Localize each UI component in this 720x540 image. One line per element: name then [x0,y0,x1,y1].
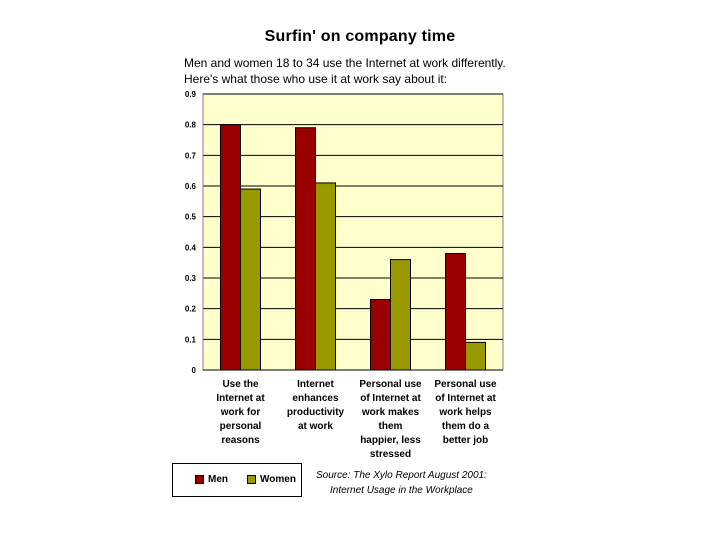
bar-women-3 [390,259,411,371]
legend-label-women: Women [260,474,296,485]
bar-women-2 [315,182,336,371]
y-tick-label: 0.2 [185,305,197,314]
legend: Men Women [172,463,302,497]
chart-title: Surfin' on company time [264,28,456,45]
legend-item-women: Women [247,474,296,485]
source-note: Source: The Xylo Report August 2001: Int… [316,468,487,498]
chart-subtitle: Men and women 18 to 34 use the Internet … [184,55,544,87]
bar-men-3 [370,298,391,371]
x-category-label: Internet enhances productivity at work [287,379,345,432]
source-line-1: Source: The Xylo Report August 2001: [316,470,487,481]
bar-men-4 [445,252,466,371]
y-tick-label: 0.9 [185,90,197,99]
subtitle-line-2: Here's what those who use it at work say… [184,72,448,86]
bar-women-4 [465,341,486,371]
x-category-label: Personal use of Internet at work helps them… [434,379,497,446]
y-tick-label: 0 [192,366,197,375]
y-tick-label: 0.6 [185,182,197,191]
y-tick-label: 0.3 [185,274,197,283]
x-category-label: Use the Internet at work for personal reason… [216,379,265,446]
x-category-label: Personal use of Internet at work makes them… [359,379,422,460]
y-tick-label: 0.8 [185,121,197,130]
y-tick-label: 0.5 [185,213,197,222]
legend-swatch-men [195,475,204,484]
bar-men-1 [220,124,241,371]
legend-item-men: Men [195,474,228,485]
legend-label-men: Men [208,474,228,485]
bar-women-1 [240,188,261,371]
legend-swatch-women [247,475,256,484]
y-tick-label: 0.1 [185,335,197,344]
bar-men-2 [295,127,316,371]
y-tick-label: 0.7 [185,151,197,160]
source-line-2: Internet Usage in the Workplace [330,485,473,496]
subtitle-line-1: Men and women 18 to 34 use the Internet … [184,56,506,70]
y-tick-label: 0.4 [185,243,197,252]
